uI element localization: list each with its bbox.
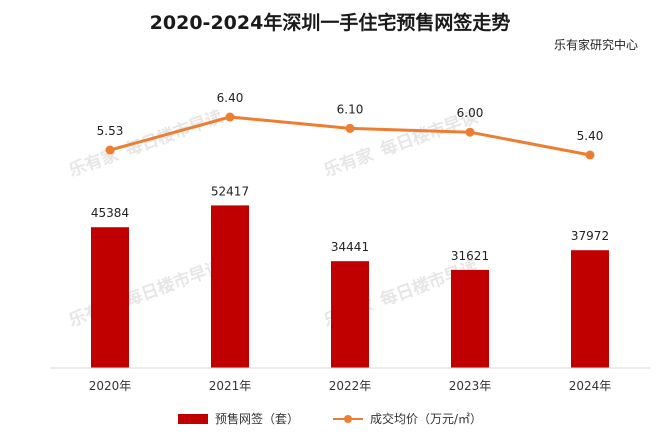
line-value-labels: 5.53 6.40 6.10 6.00 5.40 [97,91,604,143]
source-label: 乐有家研究中心 [553,38,638,52]
watermark-logo: 乐有家 [321,144,376,181]
line-series [105,112,595,160]
legend-item-bar: 预售网签（套） [177,410,299,427]
bar-value-label: 52417 [211,184,249,198]
bar [91,227,129,368]
line-point [585,150,595,160]
legend-line-label: 成交均价（万元/㎡） [369,412,483,426]
x-tick-label: 2023年 [449,379,492,393]
bar [451,269,489,368]
x-tick-labels: 2020年 2021年 2022年 2023年 2024年 [89,379,612,393]
bar [331,261,369,368]
line-value-label: 5.40 [577,129,604,143]
chart-title: 2020-2024年深圳一手住宅预售网签走势 [149,12,511,34]
line-value-label: 6.00 [457,106,484,120]
bar [211,205,249,368]
x-tick-label: 2022年 [329,379,372,393]
legend-line-swatch [332,414,363,424]
line-point [345,123,355,133]
bar-value-label: 37972 [571,229,609,243]
legend: 预售网签（套） 成交均价（万元/㎡） [0,410,660,427]
line-value-label: 5.53 [97,124,124,138]
bar-value-labels: 45384 52417 34441 31621 37972 [91,184,609,263]
x-tick-label: 2024年 [569,379,612,393]
bar-value-label: 45384 [91,206,129,220]
bar-value-label: 31621 [451,249,489,263]
bar-series [91,205,609,368]
legend-bar-swatch [177,413,208,424]
line-point [465,127,475,137]
line-point [225,112,235,122]
bar [571,250,609,368]
line-point [105,145,115,155]
line-value-label: 6.10 [337,102,364,116]
x-tick-label: 2020年 [89,379,132,393]
watermark-text: 每日楼市早读 [122,256,225,311]
legend-item-line: 成交均价（万元/㎡） [332,410,483,427]
line-value-label: 6.40 [217,91,244,105]
x-tick-label: 2021年 [209,379,252,393]
bar-value-label: 34441 [331,240,369,254]
legend-bar-label: 预售网签（套） [214,412,299,426]
